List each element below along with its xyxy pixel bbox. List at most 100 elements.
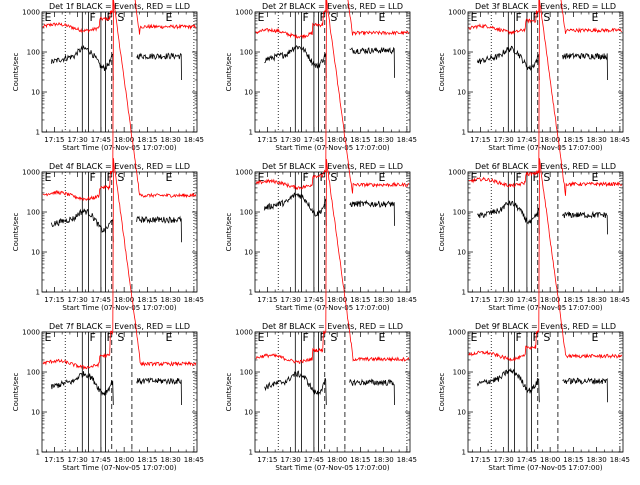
events-series-line <box>136 215 182 243</box>
plot-frame <box>41 331 198 453</box>
x-axis-label: Start Time (07-Nov-05 17:07:00) <box>275 304 389 312</box>
x-tick-label: 18:00 <box>114 136 134 144</box>
y-tick-label: 1000 <box>235 169 253 177</box>
y-tick-label: 10 <box>31 249 40 257</box>
plot-frame <box>254 331 411 453</box>
marker-label: F <box>90 171 96 184</box>
x-tick-label: 18:30 <box>587 136 607 144</box>
y-tick-label: 100 <box>240 209 253 217</box>
events-series-line <box>476 367 540 403</box>
x-tick-label: 17:30 <box>281 456 301 464</box>
lld-series-line <box>255 0 410 40</box>
lld-series-line <box>255 158 410 365</box>
marker-label: F <box>320 331 326 344</box>
marker-label: E <box>45 171 52 184</box>
y-axis-label: Counts/sec <box>225 53 233 92</box>
y-tick-label: 1 <box>462 449 466 457</box>
plot-frame <box>41 11 198 133</box>
events-series-line <box>349 199 395 226</box>
x-tick-label: 18:45 <box>610 456 630 464</box>
y-tick-label: 1 <box>249 129 253 137</box>
events-series-line <box>50 44 114 81</box>
y-tick-label: 1000 <box>22 329 40 337</box>
y-tick-label: 10 <box>457 409 466 417</box>
x-tick-label: 17:45 <box>517 136 537 144</box>
x-tick-label: 18:00 <box>327 456 347 464</box>
marker-label: E <box>258 171 265 184</box>
marker-label: S <box>117 171 124 184</box>
y-tick-label: 1 <box>249 449 253 457</box>
events-series-line <box>477 200 540 235</box>
events-series-line <box>264 370 327 406</box>
x-tick-label: 18:00 <box>327 296 347 304</box>
lld-series-line <box>42 0 197 35</box>
x-tick-label: 18:00 <box>540 136 560 144</box>
marker-label: F <box>303 11 309 24</box>
y-tick-label: 10 <box>457 249 466 257</box>
y-tick-label: 1 <box>249 289 253 297</box>
y-tick-label: 1 <box>36 449 40 457</box>
y-tick-label: 1000 <box>448 329 466 337</box>
x-tick-label: 17:15 <box>257 136 277 144</box>
x-tick-label: 17:30 <box>494 136 514 144</box>
marker-label: F <box>107 331 113 344</box>
events-series-line <box>349 378 395 406</box>
panel-title: Det 2f BLACK = Events, RED = LLD <box>262 2 403 11</box>
x-tick-label: 17:45 <box>304 296 324 304</box>
x-tick-label: 17:30 <box>68 136 88 144</box>
y-tick-label: 10 <box>457 89 466 97</box>
y-tick-label: 1000 <box>448 169 466 177</box>
x-axis-label: Start Time (07-Nov-05 17:07:00) <box>62 464 176 472</box>
panel-title: Det 3f BLACK = Events, RED = LLD <box>475 2 616 11</box>
x-tick-label: 18:00 <box>114 456 134 464</box>
x-tick-label: 17:15 <box>44 456 64 464</box>
marker-label: E <box>591 171 598 184</box>
y-axis-label: Counts/sec <box>438 213 446 252</box>
x-tick-label: 18:45 <box>610 296 630 304</box>
x-tick-label: 17:45 <box>91 136 111 144</box>
marker-label: F <box>533 331 539 344</box>
y-tick-label: 1 <box>36 129 40 137</box>
detector-panel-3: Det 3f BLACK = Events, RED = LLD 1 10 100 10… <box>438 0 630 152</box>
lld-series-line <box>468 158 623 362</box>
y-tick-label: 1 <box>462 289 466 297</box>
events-series-line <box>562 210 608 235</box>
plot-frame <box>254 11 411 133</box>
plot-frame <box>467 11 624 133</box>
x-axis-label: Start Time (07-Nov-05 17:07:00) <box>488 304 602 312</box>
x-tick-label: 18:30 <box>587 456 607 464</box>
x-tick-label: 18:00 <box>540 296 560 304</box>
marker-label: F <box>320 11 326 24</box>
y-tick-label: 1000 <box>22 9 40 17</box>
x-tick-label: 17:15 <box>44 136 64 144</box>
x-tick-label: 18:30 <box>374 456 394 464</box>
x-tick-label: 17:30 <box>494 456 514 464</box>
marker-label: S <box>117 11 124 24</box>
panel-title: Det 4f BLACK = Events, RED = LLD <box>49 162 190 171</box>
y-axis-label: Counts/sec <box>438 53 446 92</box>
x-tick-label: 17:30 <box>68 456 88 464</box>
x-tick-label: 18:15 <box>137 136 157 144</box>
panel-title: Det 9f BLACK = Events, RED = LLD <box>475 322 616 331</box>
y-tick-label: 10 <box>244 89 253 97</box>
x-axis-label: Start Time (07-Nov-05 17:07:00) <box>488 464 602 472</box>
panel-title: Det 7f BLACK = Events, RED = LLD <box>49 322 190 331</box>
y-tick-label: 100 <box>240 49 253 57</box>
panel-title: Det 8f BLACK = Events, RED = LLD <box>262 322 403 331</box>
x-tick-label: 18:00 <box>540 456 560 464</box>
lld-series-line <box>42 0 197 202</box>
x-tick-label: 17:45 <box>517 456 537 464</box>
marker-label: S <box>330 171 337 184</box>
x-tick-label: 18:15 <box>350 136 370 144</box>
panel-title: Det 6f BLACK = Events, RED = LLD <box>475 162 616 171</box>
y-tick-label: 1 <box>462 129 466 137</box>
y-tick-label: 1000 <box>448 9 466 17</box>
y-tick-label: 100 <box>27 209 40 217</box>
x-tick-label: 18:00 <box>327 136 347 144</box>
x-tick-label: 18:15 <box>563 456 583 464</box>
y-axis-label: Counts/sec <box>12 213 20 252</box>
lld-series-line <box>42 158 197 370</box>
x-tick-label: 18:15 <box>137 456 157 464</box>
